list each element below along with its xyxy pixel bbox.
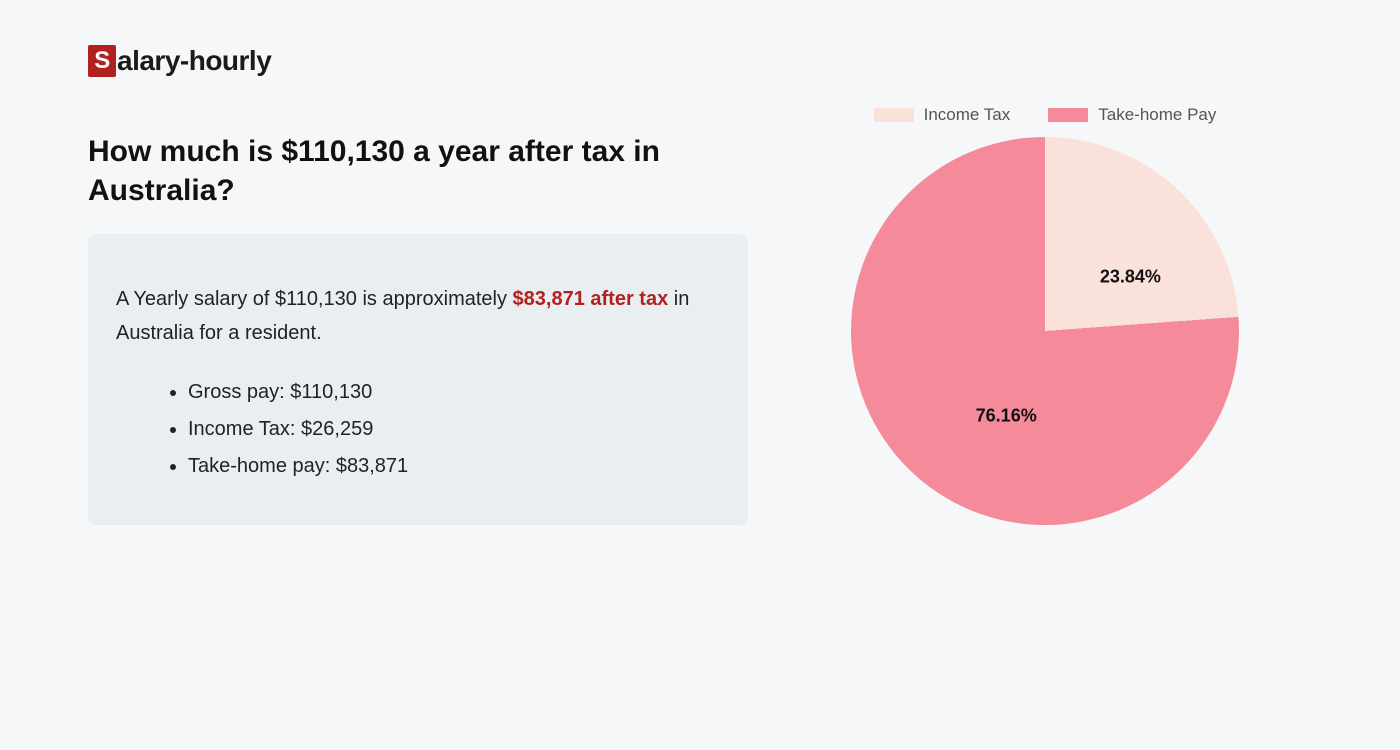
page-title: How much is $110,130 a year after tax in… xyxy=(88,132,748,210)
legend-label: Income Tax xyxy=(924,105,1011,125)
bullet-value: $83,871 xyxy=(336,455,408,477)
legend-item-take-home: Take-home Pay xyxy=(1048,105,1216,125)
pie-slice-label: 23.84% xyxy=(1100,266,1161,287)
list-item: Take-home pay: $83,871 xyxy=(188,448,720,485)
bullet-label: Take-home pay: xyxy=(188,455,330,477)
legend-label: Take-home Pay xyxy=(1098,105,1216,125)
pie-chart-container: Income Tax Take-home Pay 23.84% 76.16% xyxy=(845,105,1245,525)
bullet-label: Gross pay: xyxy=(188,381,285,403)
summary-card: A Yearly salary of $110,130 is approxima… xyxy=(88,234,748,525)
chart-legend: Income Tax Take-home Pay xyxy=(845,105,1245,125)
legend-item-income-tax: Income Tax xyxy=(874,105,1011,125)
list-item: Gross pay: $110,130 xyxy=(188,374,720,411)
pie-chart: 23.84% 76.16% xyxy=(851,137,1239,525)
summary-text: A Yearly salary of $110,130 is approxima… xyxy=(116,282,720,350)
legend-swatch xyxy=(874,108,914,122)
logo-badge: S xyxy=(88,45,116,77)
site-logo: Salary-hourly xyxy=(88,45,271,77)
bullet-value: $110,130 xyxy=(290,381,372,403)
bullet-label: Income Tax: xyxy=(188,418,295,440)
bullet-value: $26,259 xyxy=(301,418,373,440)
list-item: Income Tax: $26,259 xyxy=(188,411,720,448)
summary-prefix: A Yearly salary of $110,130 is approxima… xyxy=(116,288,513,310)
legend-swatch xyxy=(1048,108,1088,122)
logo-text: alary-hourly xyxy=(117,45,271,77)
breakdown-list: Gross pay: $110,130 Income Tax: $26,259 … xyxy=(116,374,720,485)
pie-slice-label: 76.16% xyxy=(976,406,1037,427)
summary-highlight: $83,871 after tax xyxy=(513,288,669,310)
